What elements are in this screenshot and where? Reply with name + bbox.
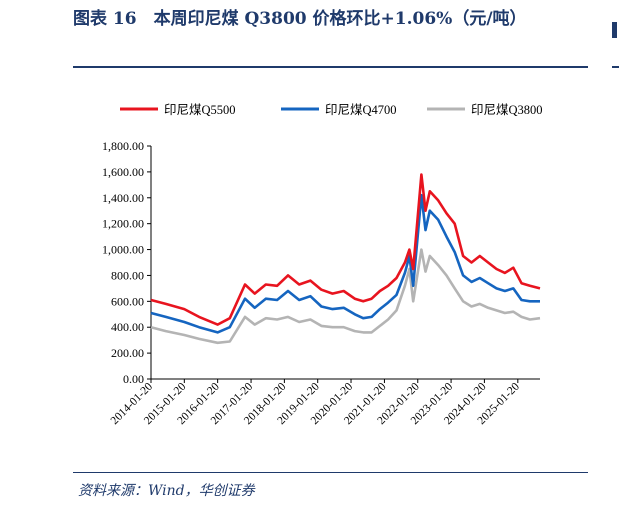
series-line	[150, 248, 541, 345]
adjacent-panel-rule	[612, 66, 619, 68]
source-rule	[73, 472, 588, 473]
title-rule	[73, 66, 588, 68]
y-tick-label: 1,800.00	[102, 139, 144, 153]
source-note: 资料来源：Wind，华创证券	[78, 483, 255, 499]
legend-label: 印尼煤Q3800	[471, 103, 543, 117]
y-tick-label: 1,200.00	[102, 217, 144, 231]
y-tick-label: 1,600.00	[102, 165, 144, 179]
y-tick-label: 0.00	[123, 372, 144, 386]
y-tick-label: 200.00	[111, 346, 144, 360]
y-tick-label: 800.00	[111, 268, 144, 282]
y-tick-label: 1,000.00	[102, 243, 144, 257]
figure-title: 图表 16 本周印尼煤 Q3800 价格环比+1.06%（元/吨）	[73, 9, 527, 29]
series-line	[150, 173, 541, 326]
y-axis: 0.00 200.00 400.00 600.00 800.00 1,000.00 1,20…	[102, 139, 152, 386]
legend-label: 印尼煤Q5500	[164, 103, 236, 117]
x-axis: 2014-01-202015-01-202016-01-202017-01-20…	[109, 378, 540, 427]
legend-label: 印尼煤Q4700	[325, 103, 397, 117]
series-line	[150, 193, 540, 334]
y-tick-label: 600.00	[111, 294, 144, 308]
price-line-chart: 印尼煤Q5500 印尼煤Q4700 印尼煤Q3800 0.00 200.00 400.0…	[102, 103, 543, 427]
plot-area	[150, 173, 541, 345]
chart-legend: 印尼煤Q5500 印尼煤Q4700 印尼煤Q3800	[120, 103, 543, 117]
y-tick-label: 400.00	[111, 320, 144, 334]
y-tick-label: 1,400.00	[102, 191, 144, 205]
adjacent-panel-edge	[612, 22, 617, 38]
